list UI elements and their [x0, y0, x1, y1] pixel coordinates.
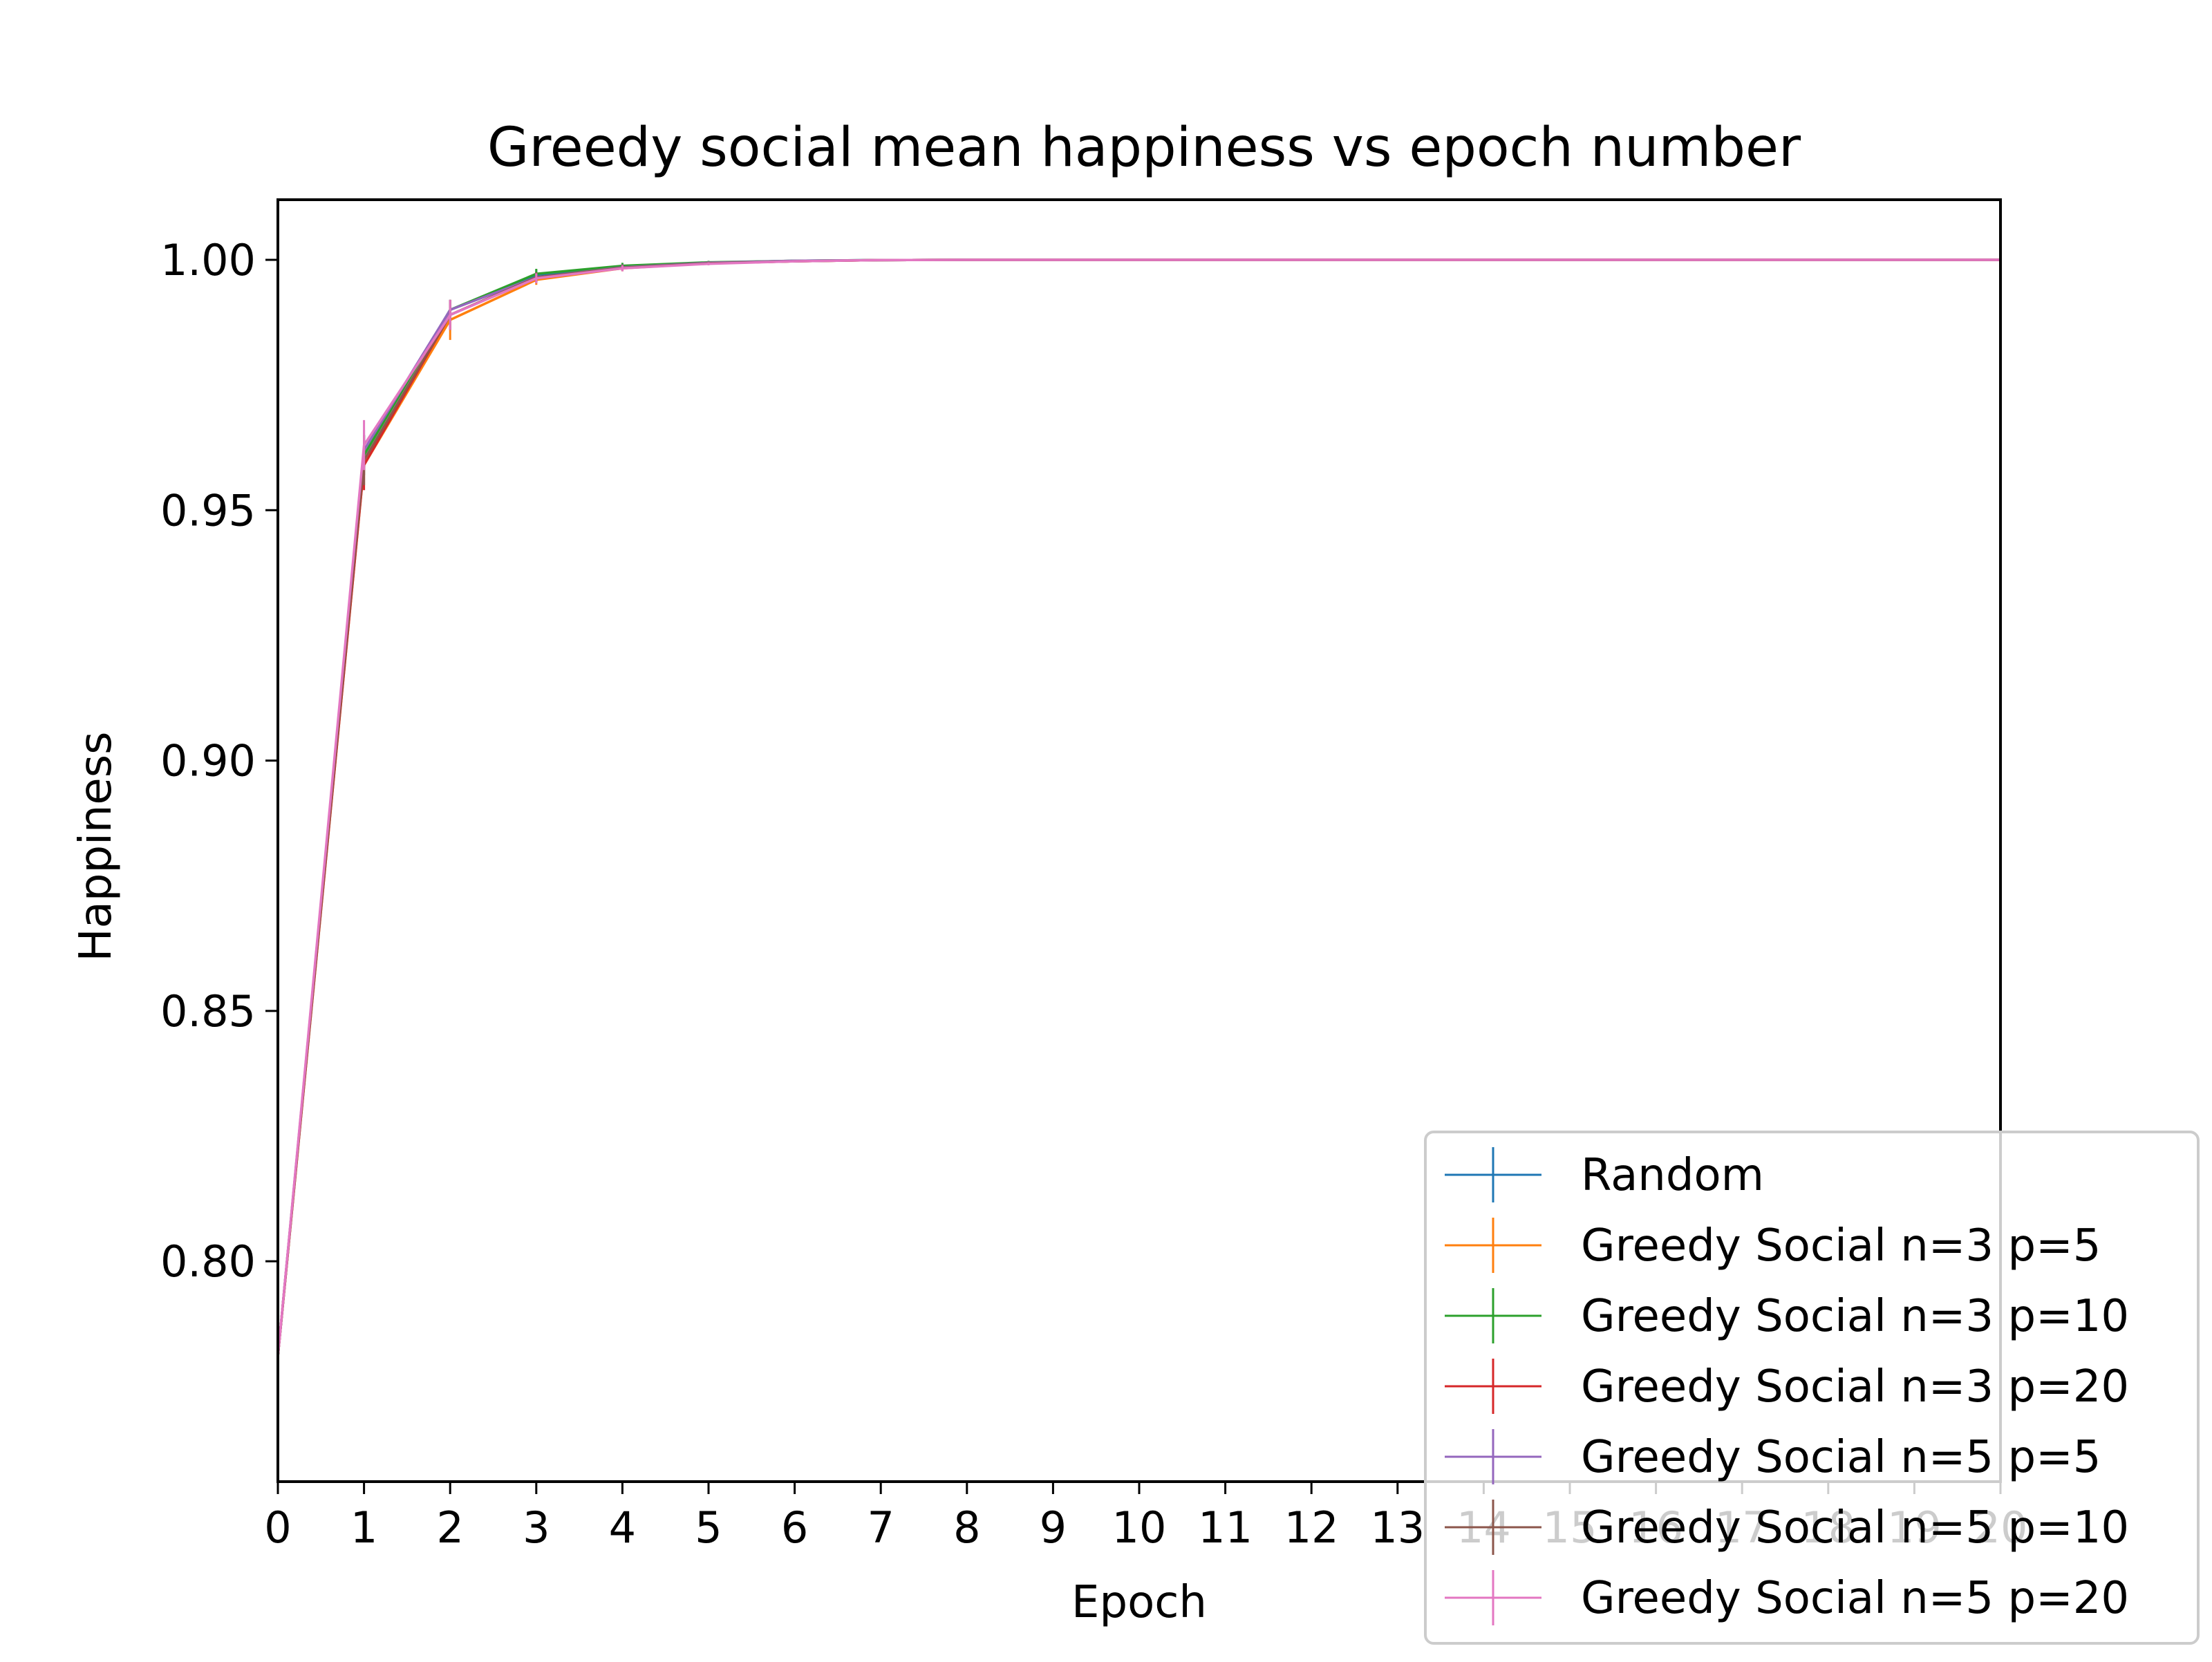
legend-label: Greedy Social n=5 p=10	[1581, 1502, 2129, 1554]
legend-label: Greedy Social n=3 p=5	[1581, 1220, 2101, 1272]
plot-area	[276, 258, 2000, 1357]
x-tick-label: 4	[609, 1502, 636, 1553]
y-axis-label: Happiness	[71, 732, 122, 962]
x-tick-label: 2	[436, 1502, 463, 1553]
legend-label: Greedy Social n=5 p=5	[1581, 1432, 2101, 1483]
y-tick-label: 0.90	[160, 736, 256, 786]
x-tick-label: 11	[1198, 1502, 1253, 1553]
x-tick-label: 9	[1040, 1502, 1067, 1553]
y-tick-label: 1.00	[160, 235, 256, 285]
x-tick-label: 1	[350, 1502, 377, 1553]
chart-title: Greedy social mean happiness vs epoch nu…	[487, 117, 1801, 179]
legend-label: Greedy Social n=5 p=20	[1581, 1573, 2129, 1624]
y-tick-label: 0.80	[160, 1236, 256, 1287]
x-tick-label: 10	[1112, 1502, 1167, 1553]
legend-label: Random	[1581, 1150, 1764, 1201]
legend-label: Greedy Social n=3 p=20	[1581, 1361, 2129, 1413]
x-tick-label: 7	[867, 1502, 894, 1553]
x-tick-label: 13	[1370, 1502, 1425, 1553]
series-6	[276, 258, 2000, 1357]
series-line	[276, 258, 2000, 1357]
x-tick-label: 12	[1284, 1502, 1339, 1553]
y-tick-label: 0.95	[160, 485, 256, 536]
y-tick-label: 0.85	[160, 986, 256, 1037]
legend-label: Greedy Social n=3 p=10	[1581, 1291, 2129, 1342]
x-tick-label: 5	[695, 1502, 722, 1553]
x-axis-label: Epoch	[1071, 1577, 1207, 1628]
x-tick-label: 6	[781, 1502, 808, 1553]
x-tick-label: 0	[264, 1502, 291, 1553]
y-axis: 0.80 0.85 0.90 0.95 1.00	[160, 235, 278, 1287]
x-tick-label: 3	[523, 1502, 550, 1553]
legend-box	[1424, 1131, 2200, 1645]
legend: Random Greedy Social n=3 p=5 Greedy Social…	[1424, 1131, 2200, 1645]
x-tick-label: 8	[953, 1502, 980, 1553]
